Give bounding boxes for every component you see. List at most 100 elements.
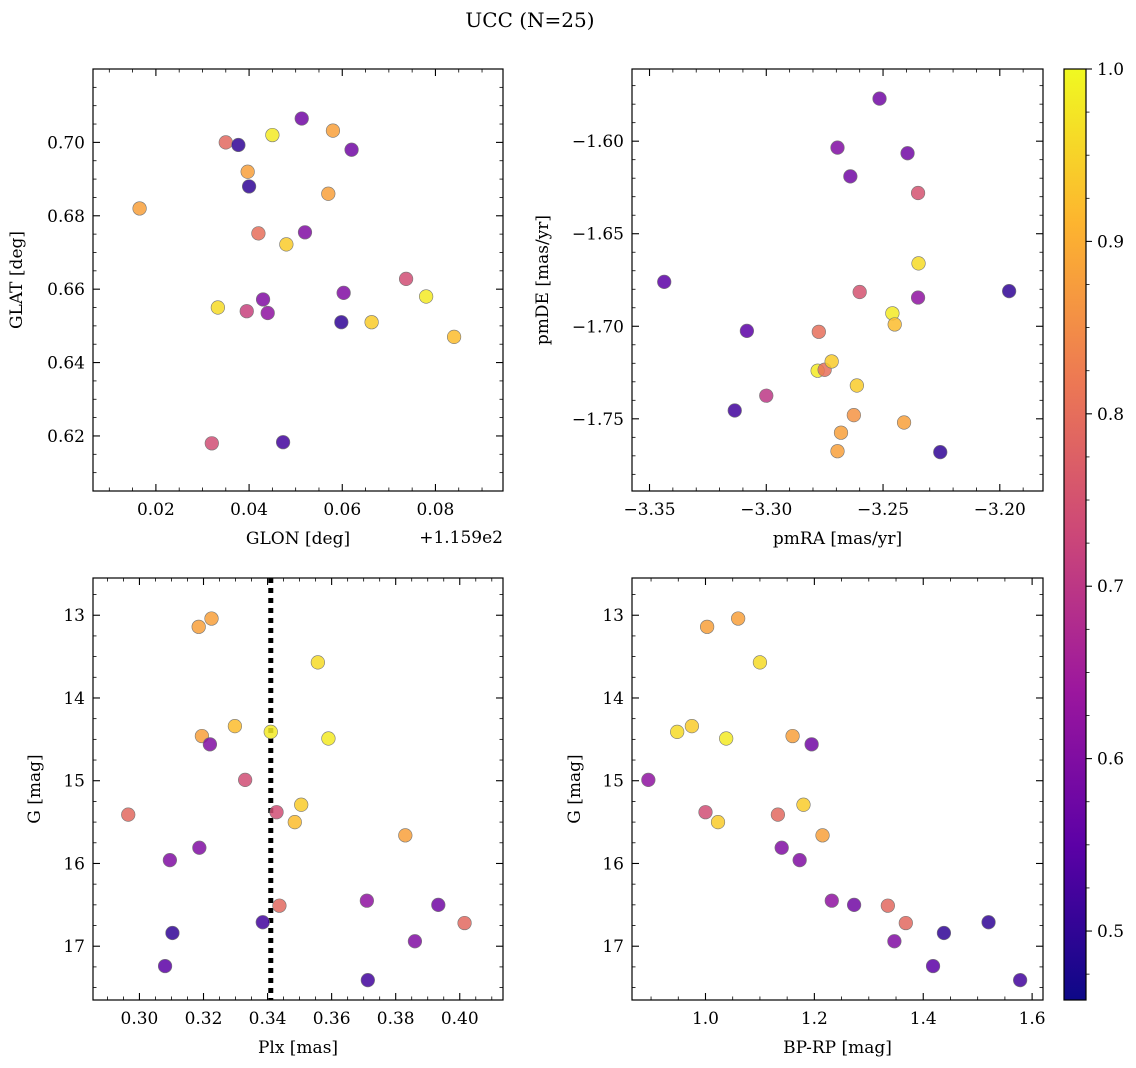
x-tick-label: 1.0 [692, 1009, 719, 1029]
scatter-point [910, 290, 926, 305]
colorbar-tick-label: 0.5 [1097, 922, 1124, 942]
scatter-point [796, 797, 811, 812]
scatter-point [238, 772, 253, 787]
x-axis-label: Plx [mas] [258, 1038, 338, 1058]
scatter-point [830, 140, 845, 155]
scatter-point [785, 728, 800, 744]
x-offset-label: +1.159e2 [419, 528, 503, 548]
x-tick-label: 0.04 [230, 500, 268, 520]
x-tick-label: 1.6 [1019, 1009, 1046, 1029]
scatter-point [910, 185, 926, 201]
scatter-point [719, 731, 734, 746]
scatter-point [872, 91, 887, 106]
x-tick-label: −3.25 [857, 500, 909, 520]
y-axis-label: G [mag] [565, 754, 585, 823]
y-tick-label: 13 [63, 606, 85, 626]
scatter-point [898, 915, 913, 931]
panel-pmra_pmde: −3.35 −3.30 −3.25 −3.20 −1.75 −1.70 −1.65 −1.60… [533, 68, 1044, 549]
y-tick-label: 17 [602, 937, 624, 957]
scatter-point [321, 186, 336, 201]
scatter-point [446, 329, 462, 344]
scatter-point [334, 315, 349, 330]
y-tick-label: 0.64 [47, 354, 85, 374]
colorbar-tick-label: 0.7 [1097, 577, 1124, 597]
scatter-points [641, 611, 1028, 988]
scatter-point [294, 797, 309, 812]
scatter-point [202, 737, 218, 752]
y-tick-label: −1.65 [572, 225, 624, 245]
y-tick-label: 0.68 [47, 207, 85, 227]
y-tick-label: 14 [63, 689, 85, 709]
scatter-point [431, 897, 446, 912]
scatter-point [310, 655, 325, 670]
scatter-point [279, 237, 294, 252]
scatter-point [227, 719, 242, 734]
scatter-point [407, 934, 423, 949]
y-axis-label: G [mag] [25, 754, 45, 823]
x-axis-label: pmRA [mas/yr] [773, 529, 902, 549]
scatter-point [294, 111, 309, 126]
scatter-point [457, 915, 472, 931]
scatter-point [192, 840, 207, 855]
scatter-point [852, 284, 867, 300]
scatter-points [657, 91, 1017, 460]
scatter-point [218, 135, 233, 150]
scatter-point [165, 925, 180, 941]
scatter-point [210, 300, 225, 315]
axis-ticks [632, 69, 1043, 491]
y-axis-label: GLAT [deg] [7, 231, 27, 329]
x-tick-label: −3.35 [623, 500, 675, 520]
x-tick-label: 1.2 [801, 1009, 828, 1029]
scatter-point [419, 289, 434, 304]
scatter-point [360, 973, 375, 988]
scatter-point [824, 354, 839, 369]
scatter-point [364, 315, 379, 330]
x-tick-label: −3.30 [740, 500, 792, 520]
y-tick-label: 0.70 [47, 133, 85, 153]
y-tick-label: 0.66 [47, 280, 85, 300]
axis-ticks [93, 578, 503, 1000]
scatter-points [132, 111, 462, 451]
scatter-point [344, 142, 359, 157]
x-tick-label: 0.36 [313, 1009, 351, 1029]
scatter-point [121, 807, 136, 822]
panel-bprp_g: 1.0 1.2 1.4 1.6 13 14 15 16 17 BP-RP [mag] G [mag] [565, 577, 1046, 1058]
scatter-point [204, 436, 219, 451]
panel-glon_glat: 0.02 0.04 0.06 0.08 0.62 0.64 0.66 0.68 0.70 GLON… [7, 68, 504, 549]
scatter-point [670, 724, 685, 740]
y-tick-label: 16 [63, 854, 85, 874]
scatter-point [849, 378, 864, 393]
x-tick-label: 1.4 [910, 1009, 937, 1029]
scatter-point [657, 274, 672, 289]
y-tick-label: 16 [602, 854, 624, 874]
x-tick-label: 0.06 [323, 500, 361, 520]
scatter-point [804, 737, 819, 752]
scatter-point [287, 814, 302, 830]
scatter-point [641, 772, 656, 787]
y-tick-label: −1.70 [572, 317, 624, 337]
scatter-point [325, 123, 341, 138]
x-axis-label: BP-RP [mag] [783, 1038, 892, 1058]
scatter-point [731, 611, 746, 626]
y-tick-label: 15 [63, 772, 85, 792]
scatter-point [263, 724, 278, 740]
scatter-point [936, 925, 952, 941]
scatter-point [900, 146, 915, 161]
scatter-point [933, 445, 948, 460]
scatter-point [297, 225, 313, 240]
scatter-point [157, 958, 173, 974]
scatter-point [700, 619, 715, 634]
x-tick-label: 0.40 [441, 1009, 479, 1029]
axes-frame [92, 577, 504, 1001]
scatter-point [269, 805, 284, 820]
y-tick-label: 0.62 [47, 427, 85, 447]
scatter-point [887, 317, 902, 332]
scatter-point [833, 425, 849, 440]
scatter-point [911, 256, 926, 271]
colorbar: 0.5 0.6 0.7 0.8 0.9 1.0 [1063, 60, 1124, 1001]
scatter-point [240, 164, 255, 179]
axes-frame [631, 68, 1044, 492]
scatter-point [896, 415, 912, 430]
scatter-point [162, 853, 177, 868]
scatter-point [1013, 973, 1028, 988]
